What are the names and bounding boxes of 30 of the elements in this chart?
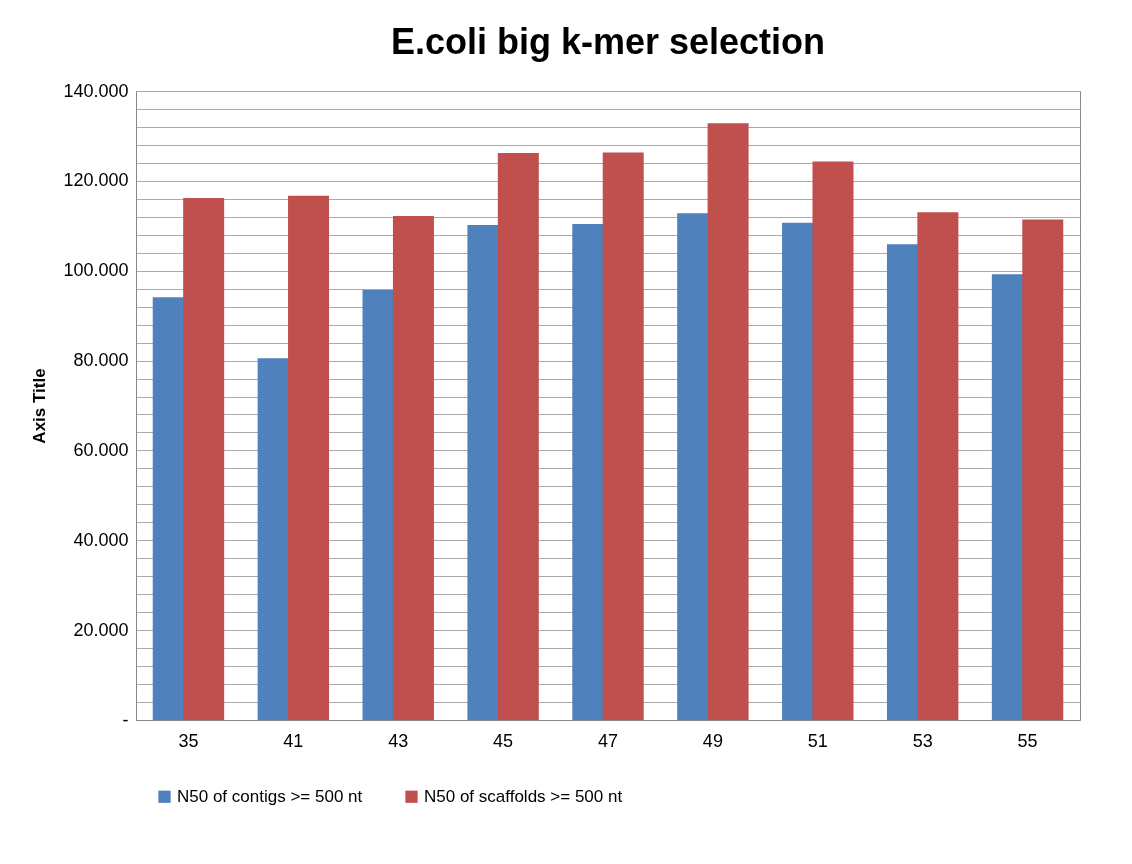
chart-title: E.coli big k-mer selection xyxy=(390,21,826,62)
bar xyxy=(812,161,854,720)
bar xyxy=(1022,219,1064,720)
x-tick-label: 47 xyxy=(597,730,619,751)
bar xyxy=(707,123,749,720)
x-tick-label: 55 xyxy=(1017,730,1038,751)
x-tick-label: 49 xyxy=(702,730,723,751)
y-tick-label: 100.000 xyxy=(63,260,129,281)
x-tick-label: 51 xyxy=(807,730,828,751)
legend-label: N50 of scaffolds >= 500 nt xyxy=(424,786,623,806)
x-tick-label: 35 xyxy=(178,730,199,751)
bar xyxy=(602,152,644,720)
bar xyxy=(917,212,959,720)
x-tick-label: 43 xyxy=(388,730,409,751)
y-tick-label: 120.000 xyxy=(63,170,129,191)
y-tick-label: 20.000 xyxy=(73,619,129,640)
y-tick-label: 140.000 xyxy=(63,80,129,101)
x-tick-label: 53 xyxy=(912,730,933,751)
y-axis-title: Axis Title xyxy=(30,368,50,444)
legend-label: N50 of contigs >= 500 nt xyxy=(177,786,363,806)
bar xyxy=(392,215,434,720)
y-tick-label: 80.000 xyxy=(73,350,129,371)
bar xyxy=(497,153,539,720)
y-tick-label: - xyxy=(122,709,129,730)
x-tick-label: 41 xyxy=(283,730,304,751)
y-tick-label: 40.000 xyxy=(73,529,129,550)
x-tick-label: 45 xyxy=(493,730,514,751)
bar xyxy=(288,195,330,720)
bar xyxy=(183,197,225,720)
y-tick-label: 60.000 xyxy=(73,439,129,460)
